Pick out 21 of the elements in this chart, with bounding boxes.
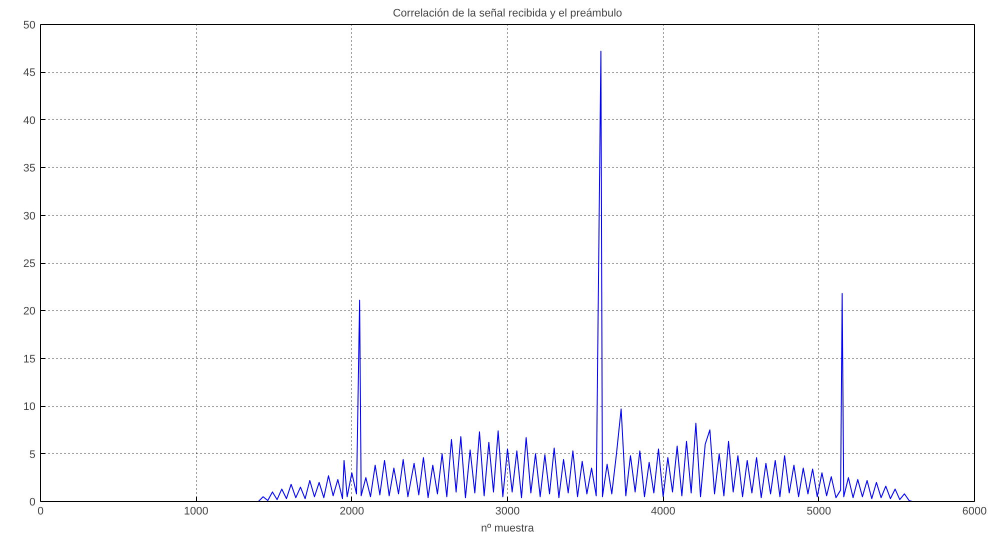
y-tick-label: 5 [29, 448, 36, 461]
y-tick-label: 10 [23, 401, 36, 414]
x-tick-label: 1000 [184, 506, 208, 518]
x-tick-label: 4000 [650, 506, 676, 518]
x-axis-title: nº muestra [481, 522, 535, 534]
chart-title: Correlación de la señal recibida y el preámbulo [392, 8, 622, 20]
x-tick-label: 3000 [495, 506, 520, 518]
y-tick-label: 35 [23, 162, 36, 175]
y-tick-label: 25 [23, 258, 36, 270]
y-tick-label: 0 [29, 496, 36, 508]
x-tick-label: 0 [37, 506, 44, 518]
y-tick-label: 40 [23, 114, 36, 127]
y-tick-label: 45 [23, 67, 36, 80]
x-tick-label: 5000 [806, 506, 832, 518]
line-series [258, 50, 913, 502]
y-tick-label: 20 [23, 306, 36, 318]
y-tick-label: 30 [23, 210, 36, 222]
x-tick-label: 6000 [962, 506, 987, 518]
y-tick-label: 15 [23, 353, 36, 366]
x-tick-label: 2000 [340, 506, 364, 518]
y-tick-label: 50 [23, 20, 36, 32]
